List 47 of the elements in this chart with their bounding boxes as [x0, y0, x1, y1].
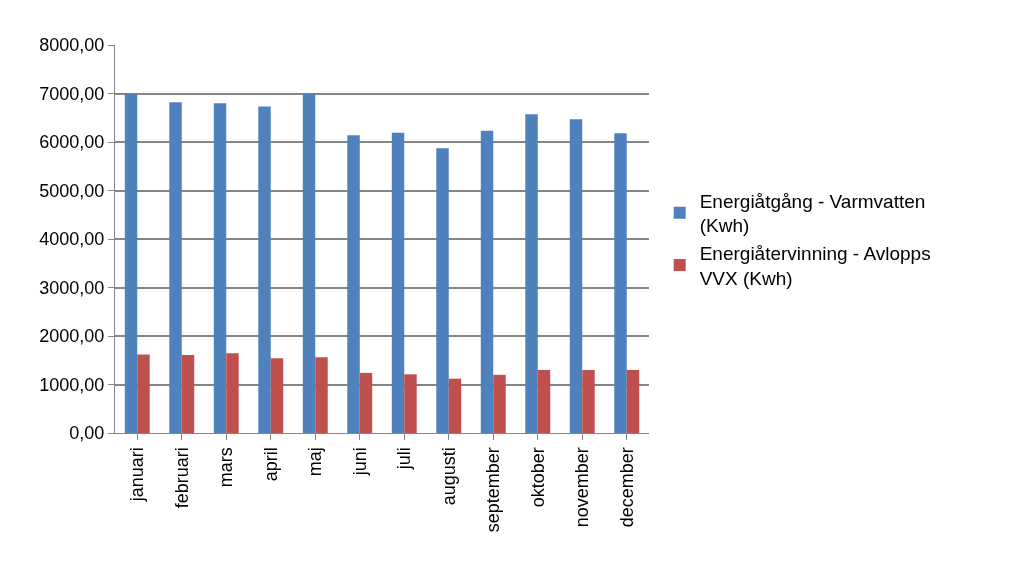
bar	[213, 103, 227, 433]
bar	[525, 114, 538, 433]
bar	[226, 353, 239, 433]
x-tick-label: september	[483, 447, 504, 533]
x-tick-label: april	[260, 447, 281, 482]
bar	[124, 93, 138, 433]
x-tick-label: juli	[394, 447, 415, 471]
y-tick-label: 0,00	[69, 423, 105, 444]
bar	[569, 119, 583, 433]
bar	[359, 372, 373, 433]
x-tick-label: januari	[127, 447, 148, 503]
legend-label: Energiåtgång - Varmvatten (Kwh)	[699, 190, 926, 237]
bar	[302, 93, 316, 433]
bar	[315, 357, 328, 433]
x-tick-label: augusti	[438, 447, 459, 506]
bar	[137, 354, 150, 433]
y-tick-label: 7000,00	[39, 83, 105, 104]
y-tick-label: 5000,00	[39, 180, 105, 201]
y-tick-label: 8000,00	[39, 35, 105, 56]
y-tick-label: 4000,00	[39, 229, 105, 250]
bar	[391, 132, 405, 433]
bar	[480, 130, 494, 433]
y-tick-label: 2000,00	[39, 326, 105, 347]
bar	[436, 148, 449, 433]
bar	[582, 369, 595, 433]
bar	[169, 102, 182, 433]
x-tick-label: oktober	[527, 447, 548, 508]
x-tick-label: februari	[171, 447, 192, 509]
bar	[181, 354, 195, 433]
x-tick-label: maj	[305, 447, 326, 477]
bar	[614, 133, 627, 433]
legend-label: Energiåtervinning - Avlopps VVX (Kwh)	[699, 243, 931, 289]
bar	[493, 374, 506, 433]
bar	[270, 358, 284, 433]
x-tick-label: december	[616, 447, 637, 528]
y-tick-label: 6000,00	[39, 132, 105, 153]
bar	[347, 135, 360, 433]
y-tick-label: 3000,00	[39, 277, 105, 298]
bar	[258, 106, 271, 433]
x-tick-label: juni	[349, 447, 370, 477]
y-tick-label: 1000,00	[39, 374, 105, 395]
bar	[537, 369, 551, 433]
bar	[448, 378, 462, 433]
bar	[404, 374, 417, 433]
bar	[626, 369, 640, 433]
x-tick-label: november	[572, 447, 593, 528]
x-tick-label: mars	[216, 447, 237, 488]
